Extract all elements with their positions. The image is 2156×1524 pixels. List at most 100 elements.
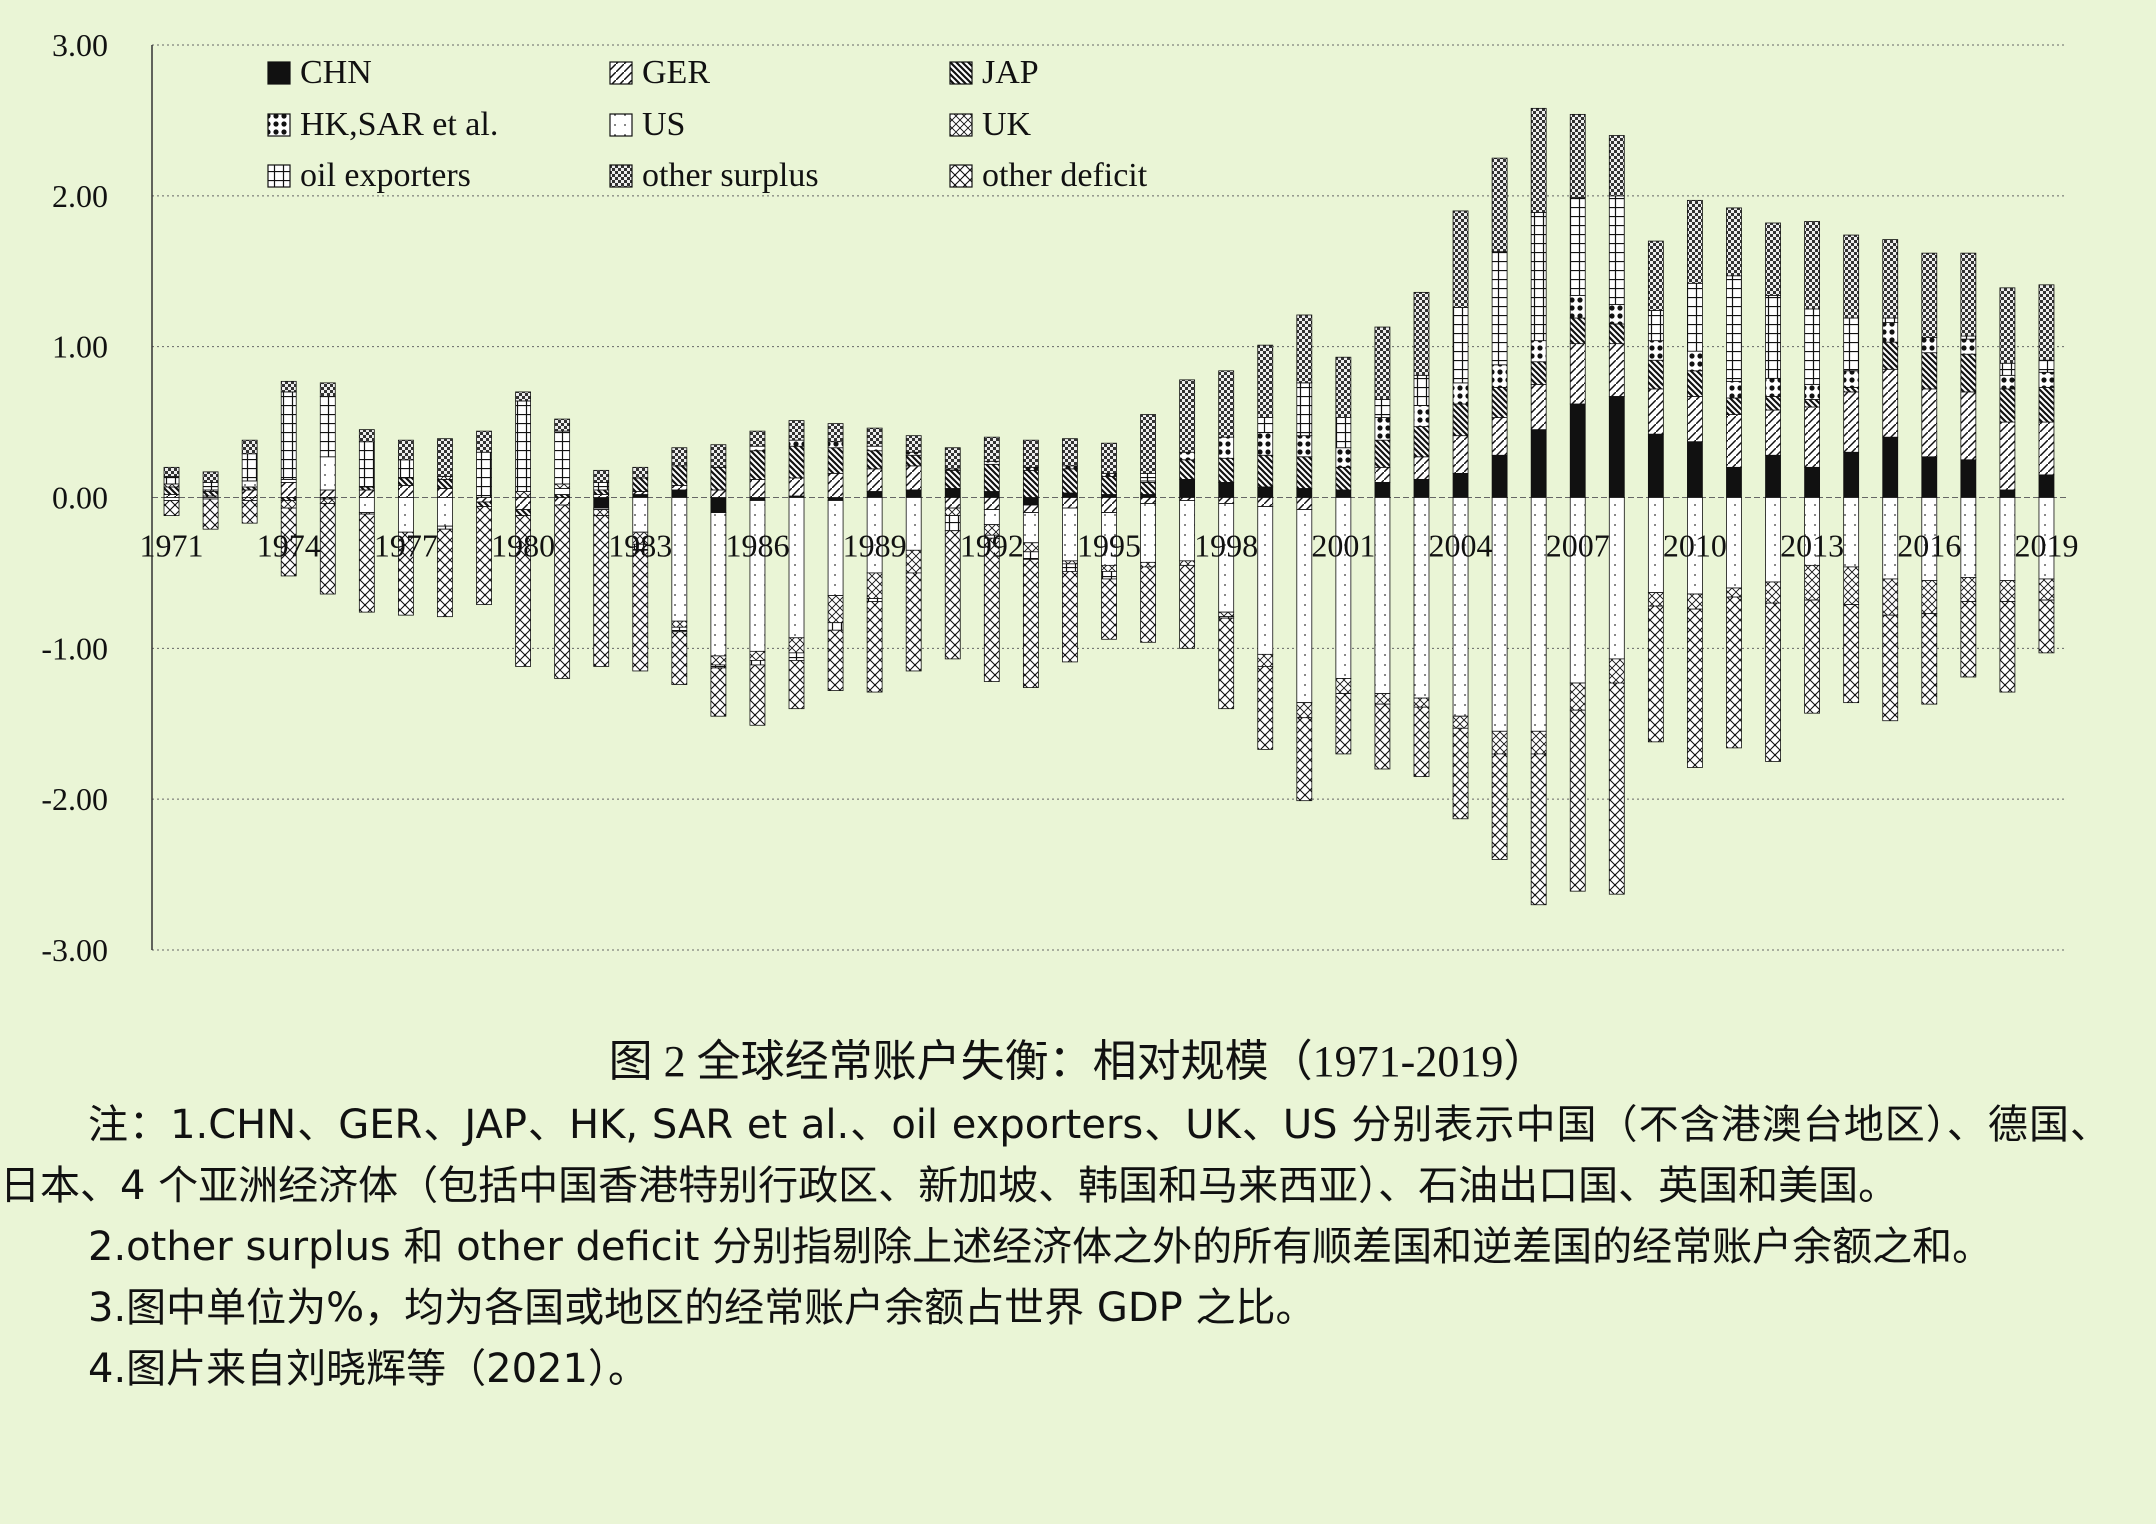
bar-segment-jap	[1608, 323, 1625, 345]
bar-segment-chn	[1726, 466, 1742, 498]
bar-segment-oil-exporters	[1569, 196, 1586, 296]
bar-segment-chn	[1882, 436, 1899, 498]
x-tick-label: 1974	[257, 528, 321, 564]
bar-segment-chn	[1140, 494, 1156, 498]
bar-segment-jap	[632, 477, 649, 492]
legend-label: UK	[982, 106, 1032, 143]
bar-segment-other-deficit	[1257, 666, 1274, 750]
bar-segment-us	[1296, 509, 1313, 704]
bar-segment-jap	[788, 445, 805, 479]
legend-swatch	[267, 61, 291, 85]
bar-segment-ger	[319, 489, 336, 498]
bar-segment-jap	[1374, 439, 1391, 468]
bar-segment-other-deficit	[905, 572, 922, 672]
bar-segment-oil-exporters	[1765, 294, 1781, 379]
bar-segment-hk-sar-et-al-	[1374, 417, 1391, 441]
bar-segment-other-deficit	[358, 513, 375, 613]
bar-segment-other-surplus	[866, 427, 883, 447]
bar-segment-other-surplus	[1687, 199, 1703, 284]
bar-segment-oil-exporters	[2038, 359, 2055, 373]
bar-segment-hk-sar-et-al-	[1452, 382, 1469, 405]
bar-segment-oil-exporters	[1452, 307, 1469, 384]
bar-segment-oil-exporters	[241, 453, 258, 482]
bar-segment-jap	[1765, 396, 1781, 411]
bar-segment-oil-exporters	[710, 664, 727, 669]
bars	[163, 107, 2055, 906]
bar-segment-oil-exporters	[1726, 275, 1742, 382]
bar-segment-ger	[515, 497, 531, 510]
bar-segment-other-surplus	[1530, 107, 1547, 213]
legend-item: US	[609, 106, 685, 143]
bar-segment-jap	[1335, 466, 1352, 491]
legend-item: oil exporters	[267, 157, 471, 194]
bar-segment-hk-sar-et-al-	[905, 451, 922, 456]
bar-segment-jap	[671, 465, 688, 486]
x-tick-label: 1986	[725, 528, 789, 564]
bar-segment-other-deficit	[554, 504, 571, 679]
bar-segment-other-deficit	[1022, 558, 1039, 688]
bar-segment-chn	[1374, 482, 1391, 498]
bar-segment-other-surplus	[437, 438, 453, 477]
bar-segment-ger	[1491, 417, 1508, 456]
bar-segment-jap	[983, 463, 1000, 492]
bar-segment-uk	[1960, 577, 1977, 602]
bar-segment-oil-exporters	[593, 482, 610, 491]
bar-segment-oil-exporters	[944, 515, 961, 532]
x-tick-label: 2007	[1546, 528, 1610, 564]
bar-segment-us	[1765, 497, 1781, 583]
bar-segment-other-surplus	[1726, 207, 1742, 277]
bar-segment-us	[358, 497, 375, 513]
bar-segment-ger	[358, 489, 375, 498]
x-tick-label: 1980	[491, 528, 555, 564]
bar-segment-chn	[905, 489, 922, 498]
bar-segment-other-deficit	[1296, 717, 1313, 802]
bar-segment-ger	[397, 485, 414, 498]
bar-segment-other-surplus	[1569, 113, 1586, 198]
bar-segment-other-surplus	[749, 430, 766, 447]
bar-segment-hk-sar-et-al-	[1647, 340, 1664, 361]
bar-segment-uk	[1921, 580, 1938, 615]
bar-segment-jap	[1569, 317, 1586, 345]
bar-segment-ger	[749, 478, 766, 498]
bar-segment-other-deficit	[437, 528, 453, 618]
bar-segment-ger	[788, 477, 805, 497]
bar-segment-ger	[1140, 497, 1156, 504]
bar-segment-ger	[1569, 343, 1586, 405]
bar-segment-us	[1257, 506, 1274, 655]
bar-segment-oil-exporters	[1335, 417, 1352, 449]
bar-segment-ger	[1179, 497, 1196, 501]
bar-segment-jap	[163, 486, 180, 495]
bar-segment-hk-sar-et-al-	[1804, 383, 1821, 400]
bar-segment-uk	[1647, 592, 1664, 607]
bar-segment-uk	[437, 475, 453, 480]
bar-segment-oil-exporters	[1413, 374, 1430, 406]
bar-segment-jap	[710, 466, 727, 491]
bar-segment-ger	[241, 489, 258, 498]
bar-segment-other-deficit	[2038, 599, 2055, 654]
legend-item: GER	[609, 54, 710, 91]
axes: 3.00 2.00 1.00 0.00 -1.00 -2.00 -3.00 1971 1974 1…	[41, 27, 2078, 968]
bar-segment-oil-exporters	[437, 525, 453, 530]
bar-segment-oil-exporters	[358, 441, 375, 488]
bar-segment-ger	[476, 497, 492, 503]
bar-segment-us	[1374, 497, 1391, 694]
bar-segment-other-deficit	[1569, 709, 1586, 892]
bar-segment-oil-exporters	[1530, 212, 1547, 342]
bar-segment-oil-exporters	[1022, 551, 1039, 560]
bar-segment-jap	[554, 494, 571, 498]
bar-segment-us	[1843, 497, 1860, 568]
legend-label: other deficit	[982, 157, 1148, 194]
bar-segment-other-surplus	[1960, 252, 1977, 337]
bar-segment-other-surplus	[163, 466, 180, 477]
legend-item: HK,SAR et al.	[267, 106, 498, 143]
x-tick-label: 1971	[140, 528, 204, 564]
bar-segment-uk	[1999, 580, 2016, 602]
x-tick-label: 2016	[1897, 528, 1961, 564]
bar-segment-other-surplus	[1608, 135, 1625, 197]
bar-segment-ger	[1101, 497, 1117, 513]
bar-segment-uk	[1882, 578, 1899, 616]
bar-segment-other-surplus	[905, 435, 922, 453]
x-tick-label: 2001	[1311, 528, 1375, 564]
bar-segment-us	[1022, 512, 1039, 544]
bar-segment-jap	[866, 450, 883, 470]
